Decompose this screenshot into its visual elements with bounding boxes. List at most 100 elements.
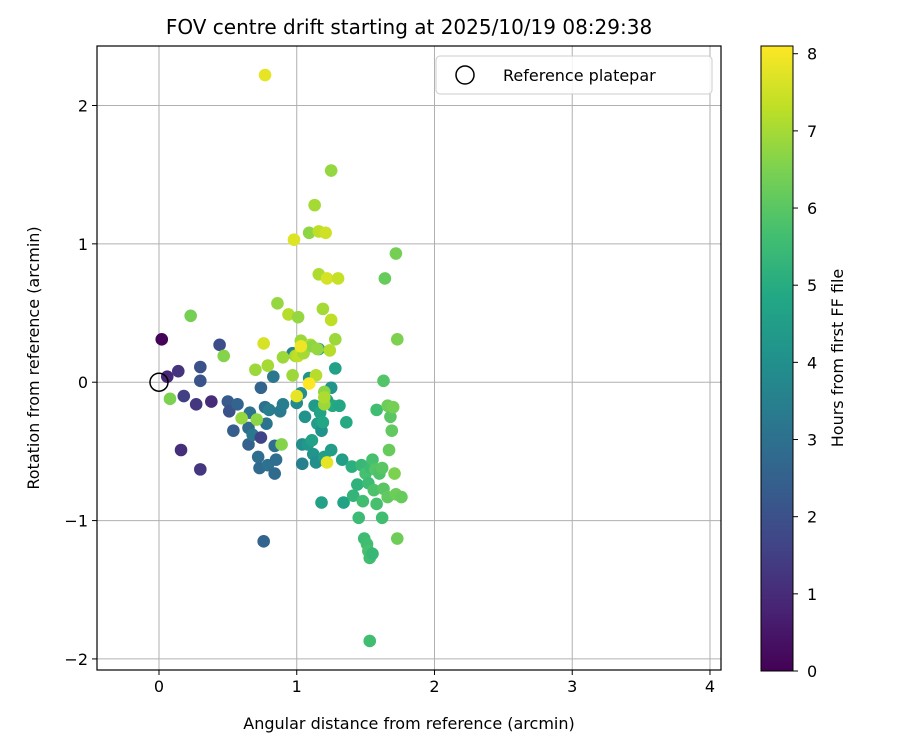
- scatter-point: [171, 364, 185, 378]
- scatter-point: [390, 333, 404, 346]
- scatter-point: [269, 453, 283, 466]
- scatter-point: [194, 360, 207, 374]
- scatter-point: [302, 377, 316, 390]
- scatter-point: [177, 389, 191, 403]
- scatter-point: [194, 374, 207, 388]
- scatter-point: [319, 226, 332, 240]
- scatter-point: [271, 297, 284, 310]
- scatter-point: [324, 164, 338, 177]
- scatter-point: [367, 483, 381, 497]
- colorbar-tick-label: 3: [807, 431, 817, 450]
- scatter-point: [324, 443, 338, 457]
- scatter-point: [388, 467, 401, 480]
- scatter-point: [261, 359, 275, 372]
- scatter-point: [217, 349, 231, 363]
- scatter-point: [267, 370, 280, 383]
- y-tick-label: −1: [64, 512, 88, 531]
- scatter-point: [205, 395, 218, 408]
- scatter-point: [337, 496, 350, 509]
- scatter-point: [389, 247, 403, 260]
- scatter-point: [333, 399, 346, 413]
- scatter-point: [286, 368, 299, 382]
- scatter-point: [378, 272, 392, 285]
- scatter-point: [276, 351, 290, 364]
- y-tick-label: −2: [64, 650, 88, 669]
- scatter-point: [390, 532, 404, 545]
- scatter-point: [295, 457, 309, 471]
- colorbar-tick-label: 7: [807, 122, 817, 141]
- scatter-point: [335, 453, 349, 466]
- scatter-point: [221, 395, 235, 408]
- y-axis-ticks: −2 −1 0 1 2: [64, 96, 97, 669]
- scatter-point: [163, 392, 177, 406]
- scatter-point: [268, 467, 281, 480]
- scatter-point: [308, 198, 321, 212]
- scatter-point: [184, 309, 197, 323]
- plot-frame: [96, 45, 722, 671]
- scatter-point: [194, 463, 207, 476]
- scatter-point: [363, 634, 377, 648]
- colorbar-tick-label: 2: [807, 508, 817, 527]
- scatter-point: [242, 438, 255, 451]
- scatter-point: [260, 417, 273, 431]
- scatter-point: [329, 333, 342, 346]
- legend: Reference platepar: [435, 55, 713, 95]
- colorbar-tick-label: 1: [807, 585, 817, 604]
- x-axis-ticks: 0 1 2 3 4: [154, 670, 715, 696]
- scatter-point: [251, 450, 265, 464]
- legend-box: [435, 55, 713, 95]
- scatter-point: [257, 337, 270, 350]
- x-tick-label: 4: [705, 677, 715, 696]
- colorbar-frame: [760, 45, 794, 672]
- colorbar: 0 1 2 3 4 5 6 7 8 Hours from first FF file: [760, 45, 847, 681]
- scatter-point: [382, 443, 396, 457]
- legend-label: Reference platepar: [503, 66, 656, 85]
- scatter-point: [370, 403, 383, 417]
- scatter-point: [262, 403, 276, 417]
- scatter-point: [249, 363, 262, 377]
- scatter-point: [346, 489, 360, 502]
- scatter-point: [227, 424, 240, 437]
- scatter-point: [290, 389, 304, 403]
- scatter-point: [340, 416, 353, 429]
- scatter-point: [257, 535, 270, 548]
- y-axis-label: Rotation from reference (arcmin): [24, 226, 43, 489]
- scatter-point: [305, 434, 319, 447]
- data-points: [149, 68, 408, 648]
- colorbar-tick-label: 6: [807, 199, 817, 218]
- scatter-point: [276, 398, 290, 411]
- scatter-point: [298, 410, 312, 424]
- scatter-point: [231, 398, 244, 411]
- scatter-point: [213, 338, 226, 352]
- scatter-point: [352, 511, 366, 525]
- scatter-point: [375, 461, 389, 475]
- x-tick-label: 1: [292, 677, 302, 696]
- scatter-point: [189, 398, 203, 411]
- scatter-point: [287, 233, 301, 247]
- x-tick-label: 3: [567, 677, 577, 696]
- scatter-point: [316, 416, 330, 429]
- scatter-point: [155, 333, 169, 346]
- scatter-point: [174, 443, 188, 457]
- scatter-point: [315, 496, 328, 509]
- chart-title: FOV centre drift starting at 2025/10/19 …: [166, 15, 652, 39]
- colorbar-tick-label: 0: [807, 662, 817, 681]
- scatter-point: [275, 438, 288, 451]
- y-tick-label: 1: [78, 235, 88, 254]
- scatter-point: [356, 494, 370, 508]
- y-tick-label: 0: [78, 373, 88, 392]
- scatter-point: [320, 456, 334, 469]
- colorbar-tick-label: 4: [807, 353, 817, 372]
- scatter-point: [351, 478, 364, 491]
- scatter-point: [294, 339, 308, 353]
- scatter-point: [222, 404, 236, 418]
- colorbar-gradient: [761, 46, 793, 671]
- x-axis-label: Angular distance from reference (arcmin): [243, 714, 574, 733]
- scatter-point: [254, 431, 268, 444]
- scatter-point: [309, 368, 323, 382]
- scatter-point: [291, 310, 305, 324]
- scatter-point: [317, 391, 331, 404]
- reference-marker: [149, 372, 169, 392]
- scatter-point: [386, 400, 400, 414]
